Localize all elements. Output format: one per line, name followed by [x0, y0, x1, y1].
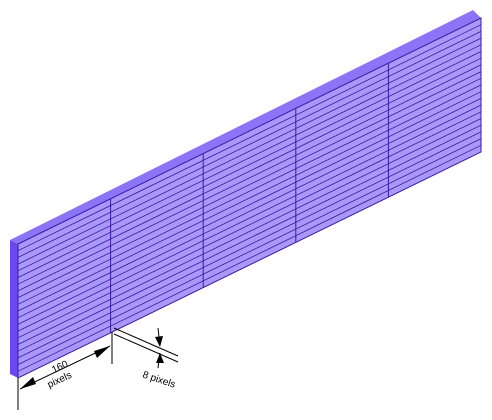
stripe-line: [17, 64, 482, 292]
stripe-line: [17, 104, 482, 332]
stripe-line: [17, 144, 482, 372]
stripe-line: [17, 31, 482, 258]
stripe-line: [17, 77, 482, 305]
stripe-line: [17, 131, 482, 359]
stripe-line: [17, 98, 482, 325]
stripe-line: [17, 91, 482, 319]
stripe-line: [17, 44, 482, 272]
stripe-line: [17, 57, 482, 285]
stripe-line: [17, 111, 482, 339]
stripe-line: [17, 84, 482, 312]
stripe-extension-lower: [113, 333, 179, 363]
stripe-lines: [17, 24, 482, 372]
stripe-height-dimension: 8 pixels: [113, 327, 179, 391]
stripe-line: [17, 24, 482, 252]
stripe-line: [17, 71, 482, 298]
width-arrow-left: [20, 377, 36, 389]
width-arrow-right: [94, 346, 110, 358]
slab-left-face: [10, 240, 18, 378]
stripe-arrow-bottom: [156, 353, 164, 363]
slab-top-face: [10, 10, 481, 244]
stripe-arrow-top: [155, 336, 163, 347]
stripe-line: [17, 51, 482, 278]
stripe-extension-upper: [113, 327, 179, 357]
stripe-line: [17, 118, 482, 345]
stripe-line: [17, 37, 482, 265]
stripe-line: [17, 138, 482, 365]
panel-dividers: [110, 63, 389, 333]
stripe-line: [17, 124, 482, 352]
stripe-height-label: 8 pixels: [141, 370, 177, 391]
